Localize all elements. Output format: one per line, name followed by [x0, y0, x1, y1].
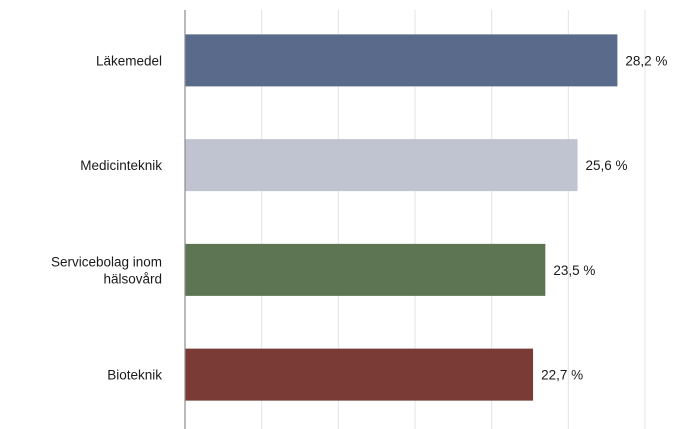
value-label: 25,6 %: [586, 158, 628, 173]
category-label: Medicinteknik: [80, 158, 162, 173]
category-label: Läkemedel: [96, 53, 162, 68]
category-label-line: hälsovård: [103, 271, 162, 286]
category-label-line: Bioteknik: [107, 368, 162, 383]
value-labels: 28,2 % 25,6 % 23,5 % 22,7 %: [541, 53, 667, 382]
category-label: Servicebolag inom hälsovård: [51, 254, 162, 286]
value-label: 22,7 %: [541, 368, 583, 383]
bar: [185, 34, 618, 87]
bar: [185, 348, 534, 401]
value-label: 28,2 %: [625, 53, 667, 68]
bar: [185, 139, 578, 192]
value-label: 23,5 %: [553, 263, 595, 278]
bar: [185, 243, 546, 296]
category-label-line: Servicebolag inom: [51, 254, 162, 269]
category-label: Bioteknik: [107, 368, 162, 383]
category-labels: Läkemedel Medicinteknik Servicebolag inom h…: [51, 53, 162, 382]
category-label-line: Medicinteknik: [80, 158, 162, 173]
category-label-line: Läkemedel: [96, 53, 162, 68]
bars: [185, 34, 618, 401]
